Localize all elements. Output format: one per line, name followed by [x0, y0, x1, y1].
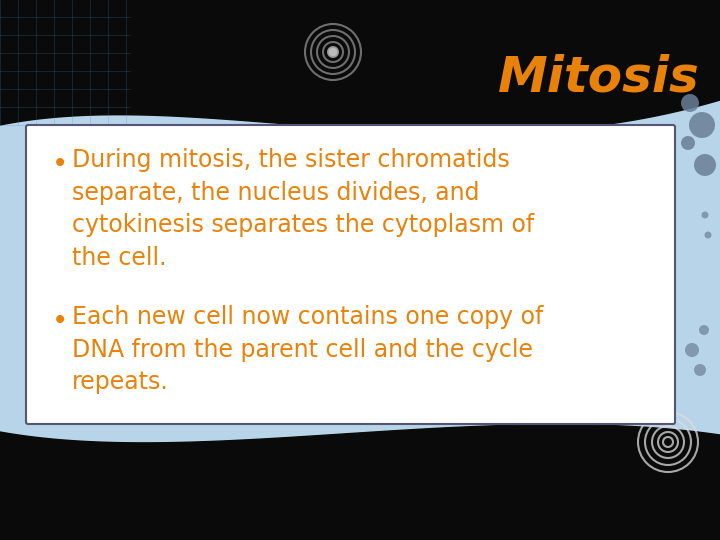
- Text: During mitosis, the sister chromatids
separate, the nucleus divides, and
cytokin: During mitosis, the sister chromatids se…: [72, 148, 534, 269]
- Polygon shape: [0, 0, 720, 96]
- Circle shape: [681, 94, 699, 112]
- Circle shape: [699, 325, 709, 335]
- Text: •: •: [52, 307, 68, 335]
- Circle shape: [685, 343, 699, 357]
- Circle shape: [704, 232, 711, 239]
- Polygon shape: [0, 0, 720, 133]
- Text: Mitosis: Mitosis: [498, 54, 700, 102]
- FancyBboxPatch shape: [26, 125, 675, 424]
- Polygon shape: [0, 424, 720, 540]
- Circle shape: [701, 212, 708, 219]
- Circle shape: [694, 364, 706, 376]
- Circle shape: [689, 112, 715, 138]
- Text: •: •: [52, 150, 68, 178]
- Circle shape: [328, 47, 338, 57]
- Circle shape: [681, 136, 695, 150]
- Circle shape: [694, 154, 716, 176]
- Polygon shape: [0, 453, 720, 540]
- Text: Each new cell now contains one copy of
DNA from the parent cell and the cycle
re: Each new cell now contains one copy of D…: [72, 305, 544, 394]
